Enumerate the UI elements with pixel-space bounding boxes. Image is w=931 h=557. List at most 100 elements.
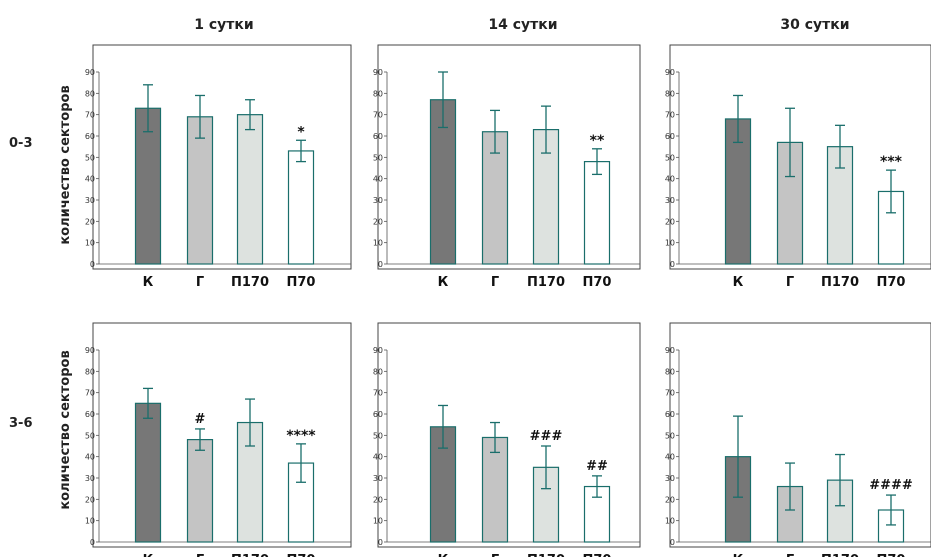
category-label: К <box>733 553 744 557</box>
y-tick-label: 70 <box>665 389 675 398</box>
y-tick-label: 50 <box>665 431 675 440</box>
y-tick-label: 30 <box>665 196 675 205</box>
bar <box>583 161 611 265</box>
y-tick-label: 60 <box>373 132 383 141</box>
category-label: К <box>143 275 154 290</box>
bar <box>724 118 752 265</box>
category-label: Г <box>786 553 794 557</box>
y-tick-label: 50 <box>373 431 383 440</box>
y-tick-label: 30 <box>373 474 383 483</box>
category-label: П70 <box>287 553 316 557</box>
y-tick-label: 10 <box>665 239 675 248</box>
y-tick-label: 70 <box>665 111 675 120</box>
bar <box>134 402 162 543</box>
significance-label: **** <box>286 428 316 444</box>
chart-panel-3: 0 10 20 30 40 50 60 70 80 90 К Г П170 *** П70 <box>665 44 931 290</box>
category-label: К <box>733 275 744 290</box>
y-tick-label: 80 <box>373 367 383 376</box>
y-tick-label: 60 <box>85 410 95 419</box>
panel-frame <box>669 322 931 548</box>
y-tick-label: 10 <box>85 239 95 248</box>
column-title-3: 30 сутки <box>780 17 849 33</box>
chart-panel-4: 0 10 20 30 40 50 60 70 80 90 К # Г П170 **** П70 <box>85 322 352 557</box>
bar <box>134 107 162 265</box>
y-tick-label: 80 <box>665 89 675 98</box>
chart-panel-1: 0 10 20 30 40 50 60 70 80 90 К Г П170 * П70 <box>85 44 352 290</box>
y-tick-label: 40 <box>85 453 95 462</box>
chart-panel-6: 0 10 20 30 40 50 60 70 80 90 К Г П170 #### П70 <box>665 322 931 557</box>
bar <box>481 436 509 543</box>
y-tick-label: 40 <box>665 453 675 462</box>
row-label-1: 0-3 <box>9 136 33 151</box>
category-label: Г <box>491 275 499 290</box>
category-label: Г <box>196 553 204 557</box>
y-tick-label: 0 <box>670 538 675 547</box>
category-label: П70 <box>583 275 612 290</box>
bar <box>186 439 214 543</box>
y-tick-label: 50 <box>665 153 675 162</box>
y-tick-label: 0 <box>90 538 95 547</box>
y-tick-label: 80 <box>85 367 95 376</box>
category-label: Г <box>786 275 794 290</box>
y-tick-label: 90 <box>373 68 383 77</box>
y-tick-label: 20 <box>373 217 383 226</box>
panel-frame <box>92 44 352 270</box>
y-tick-label: 90 <box>85 346 95 355</box>
category-label: К <box>438 275 449 290</box>
significance-label: ## <box>586 459 608 474</box>
y-tick-label: 20 <box>665 495 675 504</box>
chart-panel-2: 0 10 20 30 40 50 60 70 80 90 К Г П170 ** П70 <box>373 44 641 290</box>
y-tick-label: 30 <box>85 474 95 483</box>
panel-frame <box>92 322 352 548</box>
significance-label: # <box>195 412 206 427</box>
y-tick-label: 40 <box>85 175 95 184</box>
y-tick-label: 90 <box>373 346 383 355</box>
y-axis-title-1: количество секторов <box>58 85 73 244</box>
y-tick-label: 20 <box>85 495 95 504</box>
category-label: П170 <box>527 553 565 557</box>
category-label: Г <box>196 275 204 290</box>
significance-label: ### <box>530 429 563 444</box>
y-tick-label: 70 <box>85 111 95 120</box>
bar <box>287 150 315 265</box>
y-tick-label: 80 <box>373 89 383 98</box>
category-label: П170 <box>821 275 859 290</box>
y-tick-label: 70 <box>373 111 383 120</box>
category-label: П70 <box>877 275 906 290</box>
y-tick-label: 40 <box>373 175 383 184</box>
chart-panel-5: 0 10 20 30 40 50 60 70 80 90 К Г ### П170 ## П70 <box>373 322 641 557</box>
y-tick-label: 60 <box>373 410 383 419</box>
panel-frame <box>377 44 641 270</box>
category-label: К <box>438 553 449 557</box>
bar <box>481 131 509 265</box>
y-tick-label: 40 <box>665 175 675 184</box>
category-label: П170 <box>231 275 269 290</box>
y-tick-label: 50 <box>373 153 383 162</box>
significance-label: * <box>297 124 305 140</box>
y-tick-label: 80 <box>665 367 675 376</box>
y-tick-label: 70 <box>85 389 95 398</box>
y-tick-label: 30 <box>665 474 675 483</box>
y-tick-label: 0 <box>378 260 383 269</box>
y-tick-label: 10 <box>665 517 675 526</box>
y-tick-label: 60 <box>665 410 675 419</box>
category-label: П170 <box>231 553 269 557</box>
category-label: Г <box>491 553 499 557</box>
category-label: П70 <box>583 553 612 557</box>
category-label: П170 <box>821 553 859 557</box>
y-tick-label: 10 <box>373 517 383 526</box>
y-tick-label: 0 <box>670 260 675 269</box>
panel-frame <box>669 44 931 270</box>
y-tick-label: 80 <box>85 89 95 98</box>
y-tick-label: 30 <box>373 196 383 205</box>
y-tick-label: 30 <box>85 196 95 205</box>
y-tick-label: 90 <box>665 346 675 355</box>
row-label-2: 3-6 <box>9 416 33 431</box>
significance-label: *** <box>880 154 903 170</box>
y-tick-label: 40 <box>373 453 383 462</box>
bar <box>186 116 214 265</box>
category-label: П70 <box>287 275 316 290</box>
panel-frame <box>377 322 641 548</box>
column-title-2: 14 сутки <box>488 17 557 33</box>
